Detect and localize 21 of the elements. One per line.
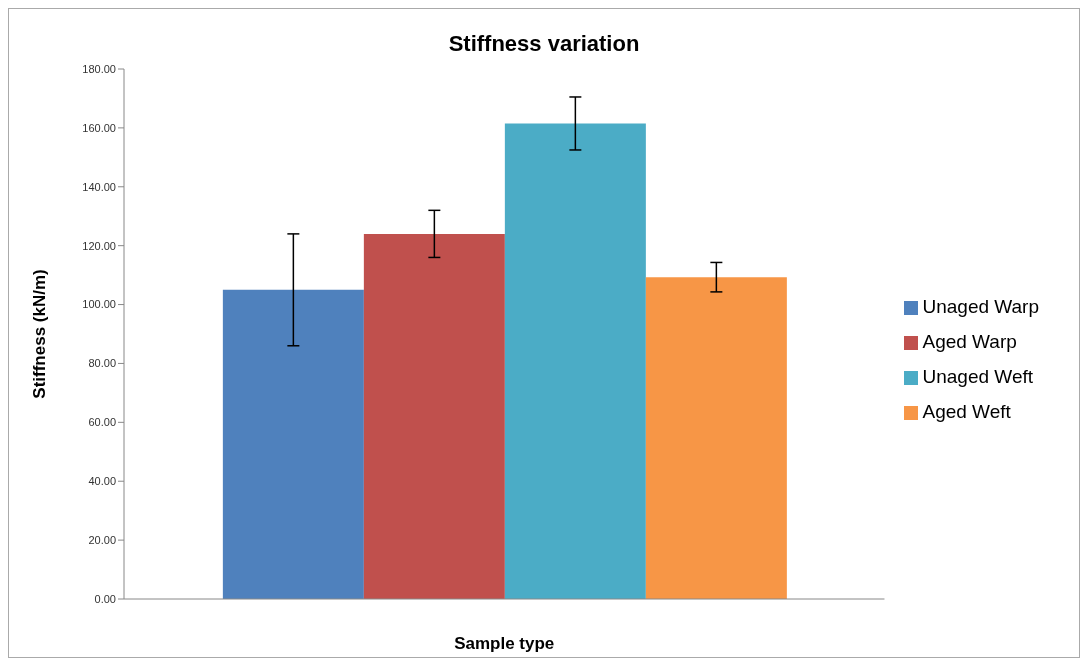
bar <box>363 233 505 599</box>
y-tick-label: 100.00 <box>82 298 116 311</box>
y-axis-title: Stiffness (kN/m) <box>30 269 50 399</box>
legend-label: Aged Weft <box>922 401 1011 422</box>
y-tick-label: 60.00 <box>88 416 116 429</box>
legend-label: Unaged Weft <box>922 366 1034 387</box>
y-tick-label: 40.00 <box>88 475 116 488</box>
bar <box>222 289 364 599</box>
bar <box>504 123 646 599</box>
bar <box>645 277 787 599</box>
y-tick-label: 0.00 <box>94 592 116 605</box>
chart-title: Stiffness variation <box>447 31 641 58</box>
y-tick-label: 180.00 <box>82 62 116 75</box>
legend-label: Unaged Warp <box>922 296 1039 317</box>
y-tick-label: 140.00 <box>82 180 116 193</box>
y-tick-label: 20.00 <box>88 534 116 547</box>
y-tick-label: 160.00 <box>82 121 116 134</box>
legend-label: Aged Warp <box>922 331 1017 352</box>
y-tick-label: 120.00 <box>82 239 116 252</box>
y-tick-label: 80.00 <box>88 357 116 370</box>
x-axis-title: Sample type <box>454 634 555 653</box>
